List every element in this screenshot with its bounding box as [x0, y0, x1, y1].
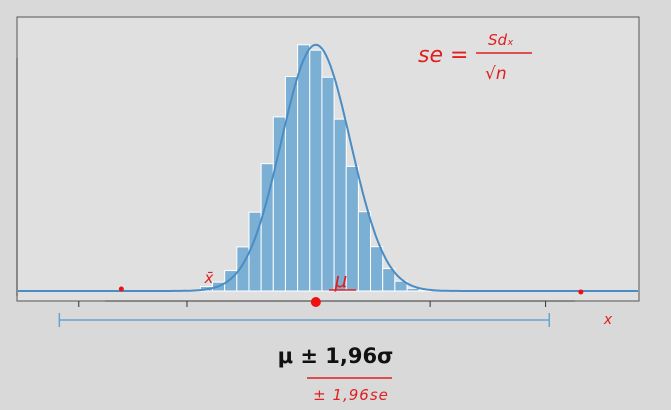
formula-main: μ ± 1,96σ [277, 344, 394, 368]
histogram-bar [370, 246, 384, 292]
histogram-bar [272, 116, 286, 292]
x-point [578, 289, 584, 295]
histogram-bar [309, 49, 323, 292]
x-bar-label: x̄ [204, 269, 214, 287]
histogram-bar [321, 76, 335, 292]
mu-label: μ [334, 268, 348, 292]
histogram-bar [297, 44, 311, 292]
x-bar-point [118, 286, 124, 292]
histogram-bar [284, 76, 299, 292]
se-denominator: √n [485, 64, 507, 84]
se-numerator: Sdₓ [488, 31, 514, 49]
histogram-bars [175, 44, 432, 292]
histogram-bar [394, 280, 408, 292]
formula-alternative: ± 1,96se [313, 386, 389, 404]
mu-point [310, 297, 321, 307]
histogram-bar [345, 165, 359, 292]
x-label: x [603, 312, 613, 328]
histogram-bar [382, 268, 396, 292]
histogram-bar [333, 118, 347, 292]
histogram-bar [357, 211, 372, 292]
histogram-bar [406, 287, 420, 292]
se-lhs: se = [418, 43, 468, 68]
